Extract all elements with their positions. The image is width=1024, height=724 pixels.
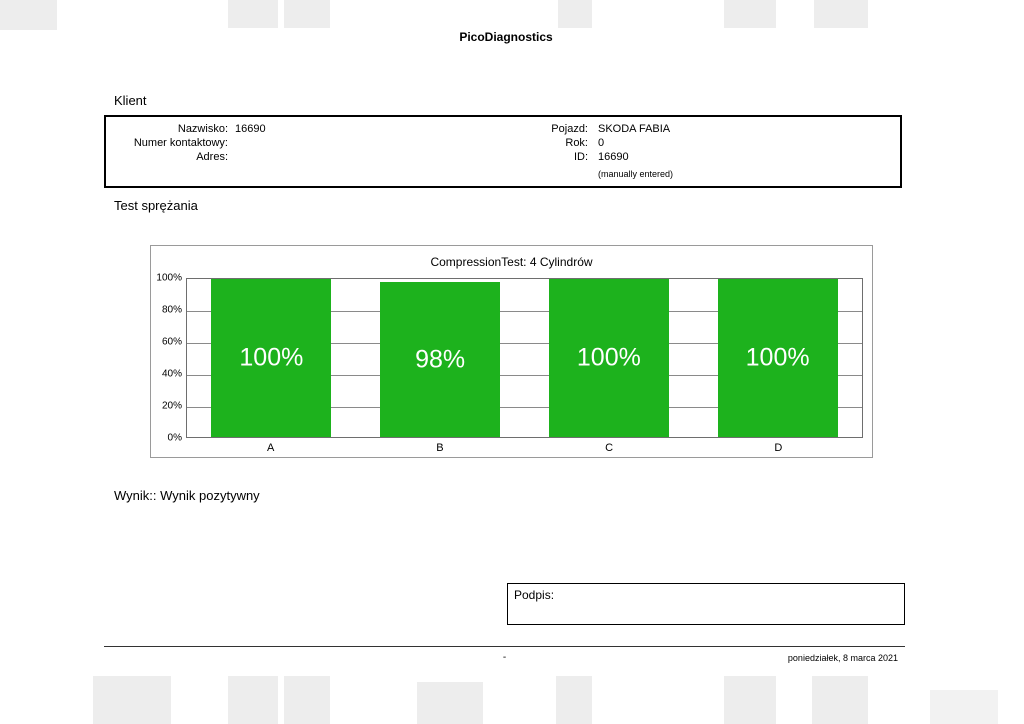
signature-label: Podpis:	[514, 588, 555, 602]
y-tick-label: 40%	[161, 368, 182, 380]
scan-artifact	[812, 676, 868, 724]
compression-chart: CompressionTest: 4 Cylindrów 100% 80% 60…	[150, 245, 873, 458]
gridline	[187, 375, 862, 376]
vehicle-field-label: Rok:	[565, 137, 588, 149]
scan-artifact	[93, 676, 171, 724]
compression-bar: 100%	[548, 279, 669, 437]
scan-artifact	[228, 676, 278, 724]
y-axis-ticks: 100% 80% 60% 40% 20% 0%	[151, 273, 182, 444]
cylinder-label: C	[605, 442, 614, 454]
bar-value-label: 100%	[745, 343, 810, 372]
footer-date: poniedziałek, 8 marca 2021	[787, 653, 898, 663]
footer-divider	[104, 646, 905, 647]
gridline	[187, 311, 862, 312]
scan-artifact	[0, 0, 57, 30]
gridline	[187, 407, 862, 408]
scan-artifact	[228, 0, 278, 28]
scan-artifact	[284, 676, 330, 724]
client-field-value: 16690	[235, 123, 266, 135]
report-title: PicoDiagnostics	[459, 30, 553, 44]
cylinder-slot: 98%	[356, 279, 525, 437]
compression-bar: 100%	[717, 279, 838, 437]
plot-area: 100% 98% 100% 100%	[186, 278, 863, 438]
cylinder-slot: 100%	[693, 279, 862, 437]
client-field-value	[235, 136, 475, 150]
vehicle-field-value: SKODA FABIA	[598, 123, 671, 135]
client-field-label: Adres:	[196, 151, 228, 163]
vehicle-field-value: 16690	[598, 151, 629, 163]
cylinder-slot: 100%	[187, 279, 356, 437]
compression-bar: 98%	[380, 282, 501, 437]
vehicle-field-label: ID:	[573, 151, 588, 163]
client-info-box: Nazwisko: Numer kontaktowy: Adres: 16690…	[104, 115, 902, 188]
x-axis-labels: A B C D	[186, 442, 863, 454]
scan-artifact	[558, 0, 592, 28]
client-left-values: 16690	[235, 122, 475, 164]
y-tick-label: 80%	[161, 304, 182, 316]
client-section-label: Klient	[114, 93, 147, 108]
cylinder-label: A	[266, 442, 275, 454]
compression-bar: 100%	[211, 279, 332, 437]
scan-artifact	[724, 0, 776, 28]
bar-value-label: 100%	[576, 343, 641, 372]
vehicle-labels: Pojazd: Rok: ID:	[506, 122, 588, 164]
y-tick-label: 0%	[167, 432, 182, 444]
y-tick-label: 100%	[156, 272, 182, 284]
bar-value-label: 98%	[415, 345, 466, 374]
bar-value-label: 100%	[239, 343, 304, 372]
signature-box: Podpis:	[507, 583, 905, 625]
scan-artifact	[284, 0, 330, 28]
y-tick-label: 20%	[161, 400, 182, 412]
bar-group: 100% 98% 100% 100%	[187, 279, 862, 437]
scan-artifact	[814, 0, 868, 28]
test-result: Wynik:: Wynik pozytywny	[114, 488, 260, 503]
test-section-label: Test sprężania	[114, 198, 198, 213]
vehicle-values: SKODA FABIA 0 16690 (manually entered)	[598, 122, 888, 179]
scan-artifact	[556, 676, 592, 724]
scan-artifact	[724, 676, 776, 724]
scan-artifact	[930, 690, 998, 724]
client-field-label: Nazwisko:	[177, 123, 228, 135]
y-tick-label: 60%	[161, 336, 182, 348]
cylinder-label: D	[774, 442, 783, 454]
client-field-value	[235, 150, 475, 164]
cylinder-label: B	[436, 442, 444, 454]
scan-artifact	[417, 682, 483, 724]
cylinder-slot: 100%	[525, 279, 694, 437]
client-left-labels: Nazwisko: Numer kontaktowy: Adres:	[108, 122, 228, 164]
vehicle-field-value: 0	[598, 137, 605, 149]
gridline	[187, 343, 862, 344]
client-field-label: Numer kontaktowy:	[133, 137, 228, 149]
footer-page-marker: -	[502, 652, 507, 663]
chart-title: CompressionTest: 4 Cylindrów	[430, 255, 593, 269]
vehicle-field-label: Pojazd:	[551, 123, 588, 135]
manually-entered-note: (manually entered)	[598, 169, 674, 179]
